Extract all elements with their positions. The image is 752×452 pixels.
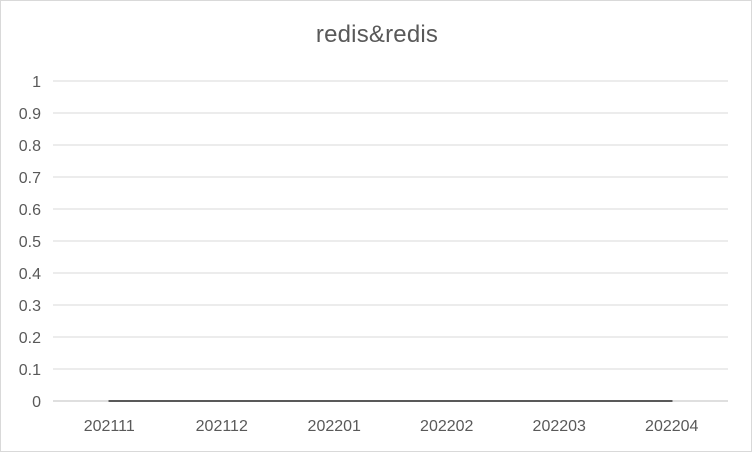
y-axis: 0 0.1 0.2 0.3 0.4 0.5 0.6 0.7 0.8 0.9 1	[19, 74, 41, 411]
y-tick-label: 0.3	[19, 298, 41, 315]
y-tick-label: 0.2	[19, 330, 41, 347]
data-point	[333, 400, 335, 402]
y-tick-label: 0.8	[19, 138, 41, 155]
x-axis: 202111 202112 202201 202202 202203 202204	[84, 418, 699, 435]
y-tick-label: 0.1	[19, 362, 41, 379]
y-tick-label: 0	[32, 394, 41, 411]
x-tick-label: 202202	[420, 418, 473, 435]
data-point	[671, 400, 673, 402]
x-tick-label: 202203	[533, 418, 586, 435]
x-tick-label: 202111	[84, 418, 135, 435]
data-point	[446, 400, 448, 402]
gridlines	[53, 80, 728, 402]
data-point	[558, 400, 560, 402]
y-tick-label: 0.9	[19, 106, 41, 123]
y-tick-label: 0.5	[19, 234, 41, 251]
y-tick-label: 0.7	[19, 170, 41, 187]
series-layer	[108, 400, 673, 402]
x-tick-label: 202201	[308, 418, 361, 435]
x-tick-label: 202204	[645, 418, 698, 435]
x-tick-label: 202112	[196, 418, 248, 435]
y-tick-label: 0.4	[19, 266, 41, 283]
data-point	[108, 400, 110, 402]
y-tick-label: 1	[32, 74, 41, 91]
data-point	[221, 400, 223, 402]
y-tick-label: 0.6	[19, 202, 41, 219]
chart-title: redis&redis	[315, 21, 439, 48]
